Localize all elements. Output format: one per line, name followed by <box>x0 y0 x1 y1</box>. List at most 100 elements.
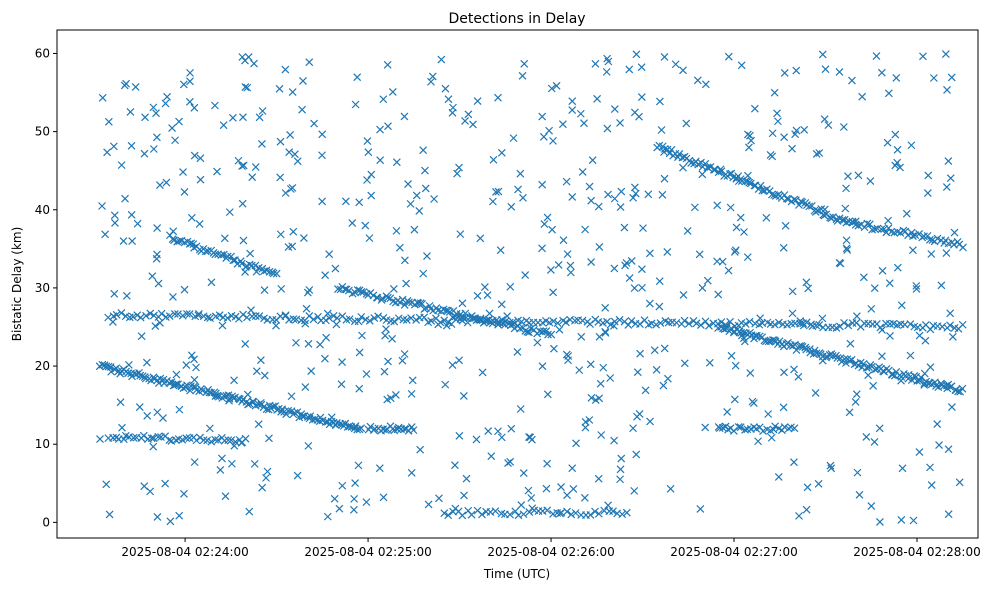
data-point <box>292 338 300 347</box>
data-point <box>467 510 476 519</box>
data-point <box>687 159 696 167</box>
data-point <box>750 104 759 113</box>
data-point <box>625 65 634 74</box>
data-point <box>770 320 779 329</box>
data-point <box>189 240 198 249</box>
data-point <box>383 395 392 404</box>
data-point <box>435 494 443 503</box>
data-point <box>441 84 450 93</box>
data-point <box>190 103 199 112</box>
data-point <box>875 424 884 433</box>
data-point <box>380 367 389 376</box>
data-point <box>563 507 571 516</box>
data-point <box>392 158 401 167</box>
data-point <box>298 105 307 114</box>
data-point <box>398 295 407 304</box>
data-point <box>458 316 467 325</box>
data-point <box>258 107 267 115</box>
data-point <box>548 225 557 234</box>
data-point <box>925 235 934 244</box>
data-point <box>407 468 416 477</box>
data-point <box>866 177 875 186</box>
data-point <box>307 367 316 375</box>
data-point <box>276 137 285 146</box>
data-point <box>804 284 813 293</box>
data-point <box>883 138 892 147</box>
data-point <box>617 187 626 196</box>
data-point <box>845 408 854 417</box>
data-point <box>723 322 731 331</box>
data-point <box>400 300 409 309</box>
data-point <box>740 228 748 236</box>
data-point <box>365 316 374 325</box>
data-point <box>556 509 565 518</box>
data-point <box>238 162 247 170</box>
data-point <box>488 316 497 325</box>
data-point <box>463 318 472 327</box>
data-point <box>920 369 929 378</box>
data-point <box>375 464 384 473</box>
data-point <box>277 407 286 416</box>
data-point <box>566 268 575 277</box>
y-tick-label: 60 <box>35 46 50 60</box>
data-point <box>506 457 515 466</box>
data-point <box>153 408 162 417</box>
data-point <box>544 330 552 339</box>
data-point <box>327 413 336 422</box>
data-point <box>161 479 170 488</box>
data-point <box>276 173 285 182</box>
data-point <box>943 86 951 94</box>
data-point <box>717 167 726 176</box>
data-point <box>839 123 848 131</box>
data-point <box>127 141 136 150</box>
data-point <box>237 438 246 447</box>
data-point <box>321 354 329 363</box>
data-point <box>842 184 850 193</box>
data-point <box>355 384 364 393</box>
data-point <box>282 410 291 419</box>
data-point <box>549 136 557 145</box>
data-point <box>680 359 689 368</box>
data-point <box>620 223 629 232</box>
data-point <box>384 122 392 131</box>
data-point <box>400 350 409 358</box>
data-point <box>281 311 290 320</box>
data-point <box>157 309 166 318</box>
data-point <box>533 338 542 347</box>
data-point <box>863 219 872 228</box>
data-point <box>638 265 646 274</box>
data-point <box>265 434 273 443</box>
data-point <box>192 436 201 445</box>
data-point <box>943 384 952 393</box>
data-point <box>606 374 615 382</box>
data-point <box>795 511 803 520</box>
data-point <box>205 424 214 433</box>
data-point <box>238 199 247 208</box>
data-point <box>897 516 906 524</box>
data-point <box>98 202 106 210</box>
data-point <box>568 106 577 114</box>
data-point <box>779 403 788 412</box>
data-point <box>507 202 516 211</box>
data-point <box>730 248 739 256</box>
data-point <box>152 109 160 118</box>
data-point <box>190 458 199 467</box>
data-point <box>528 504 537 513</box>
data-point <box>652 365 661 374</box>
data-point <box>519 193 527 202</box>
data-point <box>357 312 366 321</box>
data-point <box>301 319 310 328</box>
data-point <box>323 512 332 521</box>
data-point <box>225 208 234 217</box>
data-point <box>756 181 765 190</box>
data-point <box>594 509 603 518</box>
data-point <box>223 314 232 322</box>
data-point <box>588 156 597 165</box>
data-point <box>153 512 162 521</box>
data-point <box>252 367 261 376</box>
data-point <box>131 82 140 91</box>
data-point <box>832 351 840 360</box>
data-point <box>351 100 360 109</box>
data-point <box>299 77 307 85</box>
data-point <box>286 131 295 139</box>
